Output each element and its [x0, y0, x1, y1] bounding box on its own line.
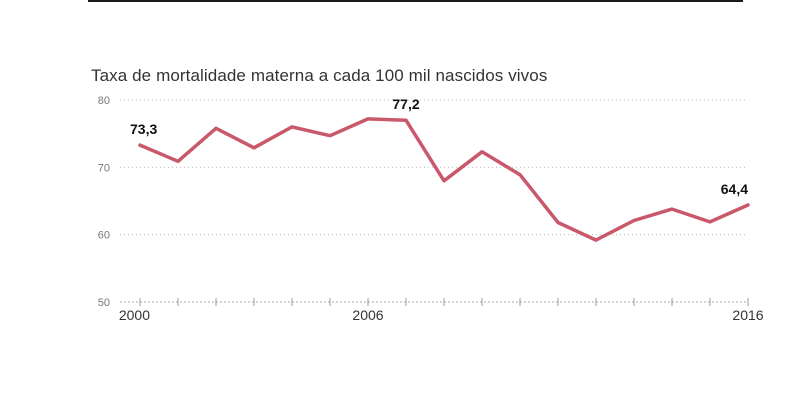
x-tick-label-2016: 2016	[732, 307, 763, 323]
top-rule	[88, 0, 743, 2]
x-tick-label-2006: 2006	[352, 307, 383, 323]
data-point-2000	[138, 143, 142, 147]
data-point-2009	[480, 150, 484, 154]
y-tick-label-80: 80	[98, 95, 110, 107]
data-point-2016	[746, 203, 750, 207]
data-point-2014	[670, 207, 674, 211]
data-label-2007: 77,2	[392, 96, 419, 112]
data-point-2007	[404, 118, 408, 122]
data-point-2006	[366, 117, 370, 121]
data-label-2000: 73,3	[130, 121, 157, 137]
data-point-2002	[214, 126, 218, 130]
chart-title: Taxa de mortalidade materna a cada 100 m…	[91, 66, 548, 85]
y-tick-label-60: 60	[98, 230, 110, 242]
data-point-2008	[442, 179, 446, 183]
data-point-2004	[290, 125, 294, 129]
x-tick-label-2000: 2000	[119, 307, 150, 323]
data-point-2010	[518, 173, 522, 177]
data-point-2001	[176, 159, 180, 163]
data-label-2016: 64,4	[721, 181, 748, 197]
y-tick-label-70: 70	[98, 162, 110, 174]
data-point-2015	[708, 220, 712, 224]
data-point-2013	[632, 219, 636, 223]
data-point-2003	[252, 146, 256, 150]
y-tick-label-50: 50	[98, 297, 110, 309]
data-point-2011	[556, 221, 560, 225]
data-point-2005	[328, 134, 332, 138]
data-point-2012	[594, 238, 598, 242]
